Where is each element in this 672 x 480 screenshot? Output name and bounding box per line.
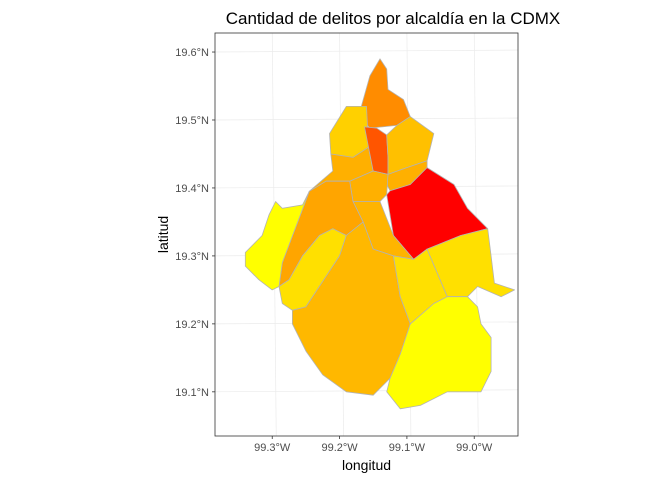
plot-panel-border <box>214 32 519 437</box>
y-tick-label: 19.1°N <box>175 387 209 399</box>
y-tick-label: 19.5°N <box>175 115 209 127</box>
x-tick-label: 99.3°W <box>254 442 291 454</box>
chart-title: Cantidad de delitos por alcaldía en la C… <box>226 9 561 28</box>
y-tick-label: 19.2°N <box>175 319 209 331</box>
axes: 99.3°W 99.2°W 99.1°W 99.0°W 19.1°N 19.2°N 19.3… <box>175 47 493 454</box>
region-north-tip <box>359 58 411 129</box>
y-tick-label: 19.6°N <box>175 47 209 59</box>
region-far-west <box>244 190 310 291</box>
region-north-west <box>329 106 369 158</box>
x-tick-label: 99.1°W <box>389 442 426 454</box>
y-tick-label: 19.4°N <box>175 183 209 195</box>
region-milpa-alta <box>386 296 492 410</box>
x-tick-label: 99.2°W <box>321 442 358 454</box>
y-axis-title: latitud <box>155 216 171 253</box>
y-gridline <box>214 49 519 53</box>
map-regions <box>244 58 515 410</box>
x-axis-title: longitud <box>342 457 391 473</box>
y-tick-label: 19.3°N <box>175 251 209 263</box>
x-tick-label: 99.0°W <box>456 442 493 454</box>
